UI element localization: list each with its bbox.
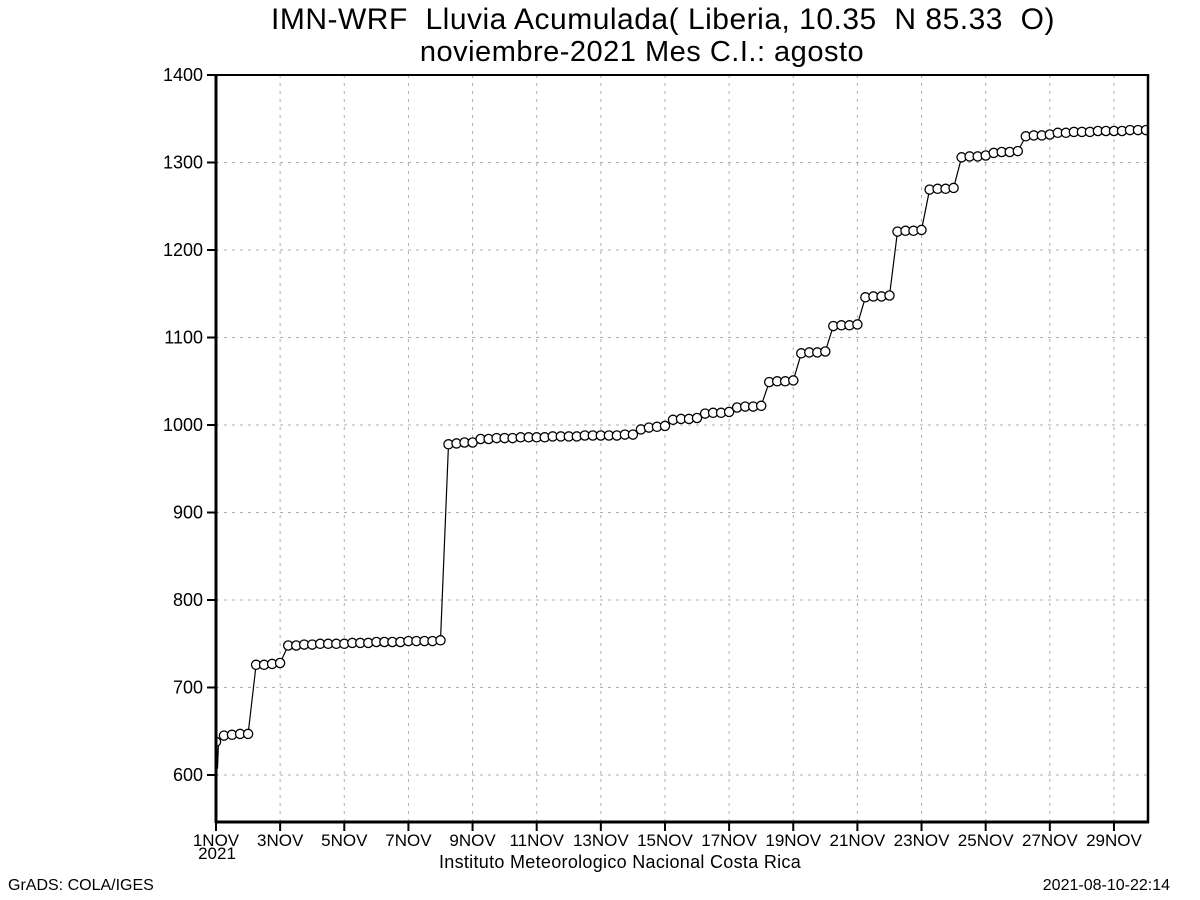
data-point-marker (435, 635, 446, 646)
y-axis: 600 700 800 900 1000 1100 1200 1300 1400 (163, 65, 216, 785)
data-point-marker (1140, 124, 1148, 136)
y-tick-label: 800 (173, 590, 203, 610)
x-axis-year-label: 2021 (198, 844, 236, 863)
x-axis: 1NOV 3NOV 5NOV 7NOV 9NOV 11NOV 13NOV 15NOV 17NOV… (193, 822, 1142, 850)
y-tick-label: 700 (173, 678, 203, 698)
x-tick-label: 25NOV (958, 831, 1014, 850)
x-tick-label: 29NOV (1086, 831, 1142, 850)
data-point-marker (755, 400, 767, 412)
y-tick-label: 1300 (163, 153, 203, 173)
data-point-marker (627, 429, 639, 440)
x-tick-label: 11NOV (509, 831, 564, 850)
x-tick-label: 19NOV (765, 831, 821, 850)
series-line (216, 129, 1146, 743)
x-tick-label: 17NOV (701, 831, 757, 850)
series-markers (216, 124, 1148, 748)
chart-title: IMN-WRF Lluvia Acumulada( Liberia, 10.35… (271, 3, 1055, 36)
x-tick-label: 1NOV (193, 831, 240, 850)
y-tick-label: 1200 (163, 240, 203, 260)
data-point-marker (916, 224, 927, 236)
series-accumulated-rain (216, 124, 1148, 769)
x-tick-label: 15NOV (637, 831, 693, 850)
gridlines (216, 75, 1148, 822)
data-point-marker (820, 346, 831, 357)
axes (214, 74, 1150, 824)
grads-credit-text: GrADS: COLA/IGES (8, 877, 154, 894)
x-tick-label: 21NOV (830, 831, 886, 850)
data-point-marker (884, 290, 895, 301)
x-tick-label: 27NOV (1022, 831, 1078, 850)
data-point-marker (242, 728, 254, 740)
y-tick-label: 900 (173, 503, 203, 523)
data-point-marker (788, 375, 799, 386)
x-tick-label: 3NOV (257, 831, 304, 850)
y-tick-label: 1400 (163, 65, 203, 85)
x-tick-label: 7NOV (385, 831, 432, 850)
x-axis-caption: Instituto Meteorologico Nacional Costa R… (438, 852, 802, 872)
data-point-marker (274, 657, 286, 669)
x-tick-label: 13NOV (573, 831, 629, 850)
data-point-marker (691, 412, 703, 424)
chart-subtitle: noviembre-2021 Mes C.I.: agosto (419, 36, 865, 68)
y-tick-label: 600 (173, 765, 203, 785)
x-tick-label: 9NOV (449, 831, 496, 850)
generation-timestamp: 2021-08-10-22:14 (1042, 877, 1170, 894)
y-tick-label: 1100 (164, 328, 203, 348)
data-point-marker (1012, 145, 1024, 157)
x-tick-label: 5NOV (321, 831, 368, 850)
data-point-marker (659, 420, 671, 432)
data-point-marker (723, 406, 735, 418)
data-point-marker (852, 319, 863, 330)
x-tick-label: 23NOV (894, 831, 950, 850)
y-tick-label: 1000 (163, 415, 203, 435)
data-point-marker (948, 182, 959, 194)
